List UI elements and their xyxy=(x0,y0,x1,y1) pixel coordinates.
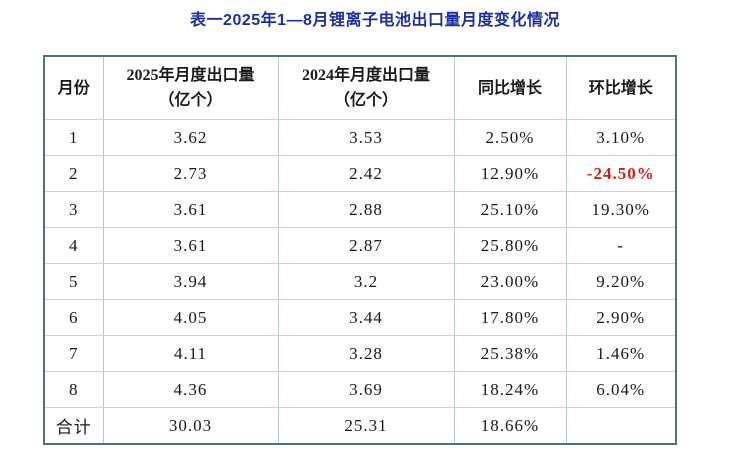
table-row: 8 4.36 3.69 18.24% 6.04% xyxy=(43,371,677,408)
cell-2025-volume: 4.11 xyxy=(102,335,279,372)
cell-month: 1 xyxy=(43,119,104,156)
table-row-total: 合计 30.03 25.31 18.66% xyxy=(43,407,677,445)
table-row: 2 2.73 2.42 12.90% -24.50% xyxy=(43,155,677,192)
cell-yoy-growth: 12.90% xyxy=(453,155,567,192)
cell-2024-volume: 2.87 xyxy=(277,227,455,264)
cell-mom-growth: 3.10% xyxy=(565,119,677,156)
cell-2024-volume: 3.53 xyxy=(277,119,455,156)
cell-2025-volume: 4.05 xyxy=(102,299,279,336)
cell-2025-volume: 3.61 xyxy=(102,227,279,264)
table-row: 1 3.62 3.53 2.50% 3.10% xyxy=(43,119,677,156)
cell-yoy-growth: 17.80% xyxy=(453,299,567,336)
cell-2025-volume: 4.36 xyxy=(102,371,279,408)
header-cell-2024-volume: 2024年月度出口量 （亿个） xyxy=(277,55,455,120)
cell-yoy-growth: 18.24% xyxy=(453,371,567,408)
cell-2024-volume: 2.42 xyxy=(277,155,455,192)
cell-yoy-growth: 23.00% xyxy=(453,263,567,300)
cell-month: 6 xyxy=(43,299,104,336)
cell-mom-growth: 6.04% xyxy=(565,371,677,408)
cell-mom-growth: 1.46% xyxy=(565,335,677,372)
header-label: 2024年月度出口量 xyxy=(301,67,430,84)
cell-2025-volume: 3.62 xyxy=(102,119,279,156)
header-cell-yoy-growth: 同比增长 xyxy=(453,55,567,120)
cell-month: 5 xyxy=(43,263,104,300)
page-title: 表一2025年1—8月锂离子电池出口量月度变化情况 xyxy=(190,12,560,29)
table-row: 6 4.05 3.44 17.80% 2.90% xyxy=(43,299,677,336)
cell-2025-volume: 30.03 xyxy=(102,407,279,445)
cell-month: 4 xyxy=(43,227,104,264)
cell-2025-volume: 2.73 xyxy=(102,155,279,192)
cell-2024-volume: 3.44 xyxy=(277,299,455,336)
cell-month: 3 xyxy=(43,191,104,228)
cell-yoy-growth: 25.38% xyxy=(453,335,567,372)
cell-month: 7 xyxy=(43,335,104,372)
header-cell-month: 月份 xyxy=(43,55,104,120)
cell-mom-growth: 19.30% xyxy=(565,191,677,228)
cell-yoy-growth: 25.10% xyxy=(453,191,567,228)
cell-month: 2 xyxy=(43,155,104,192)
table-header-row: 月份 2025年月度出口量 （亿个） 2024年月度出口量 （亿个） 同比增长 环比… xyxy=(43,55,677,120)
header-cell-2025-volume: 2025年月度出口量 （亿个） xyxy=(102,55,279,120)
header-label: 环比增长 xyxy=(588,79,653,97)
export-volume-table: 月份 2025年月度出口量 （亿个） 2024年月度出口量 （亿个） 同比增长 环比… xyxy=(43,55,677,445)
cell-2024-volume: 25.31 xyxy=(277,407,455,445)
cell-month: 8 xyxy=(43,371,104,408)
table-row: 3 3.61 2.88 25.10% 19.30% xyxy=(43,191,677,228)
header-label: 同比增长 xyxy=(477,79,542,97)
cell-yoy-growth: 18.66% xyxy=(453,407,567,445)
header-label: 月份 xyxy=(57,79,90,97)
cell-2024-volume: 3.2 xyxy=(277,263,455,300)
cell-mom-growth: 2.90% xyxy=(565,299,677,336)
cell-yoy-growth: 2.50% xyxy=(453,119,567,156)
cell-month-total: 合计 xyxy=(43,407,104,445)
header-cell-mom-growth: 环比增长 xyxy=(565,55,677,120)
cell-2025-volume: 3.94 xyxy=(102,263,279,300)
cell-2025-volume: 3.61 xyxy=(102,191,279,228)
cell-mom-growth-negative: -24.50% xyxy=(565,155,677,192)
cell-yoy-growth: 25.80% xyxy=(453,227,567,264)
header-label: 2025年月度出口量 xyxy=(126,67,255,84)
cell-2024-volume: 2.88 xyxy=(277,191,455,228)
cell-2024-volume: 3.69 xyxy=(277,371,455,408)
table-row: 7 4.11 3.28 25.38% 1.46% xyxy=(43,335,677,372)
table-row: 4 3.61 2.87 25.80% - xyxy=(43,227,677,264)
cell-2024-volume: 3.28 xyxy=(277,335,455,372)
table-row: 5 3.94 3.2 23.00% 9.20% xyxy=(43,263,677,300)
cell-mom-growth: - xyxy=(565,227,677,264)
cell-mom-growth: 9.20% xyxy=(565,263,677,300)
cell-mom-growth xyxy=(565,407,677,445)
